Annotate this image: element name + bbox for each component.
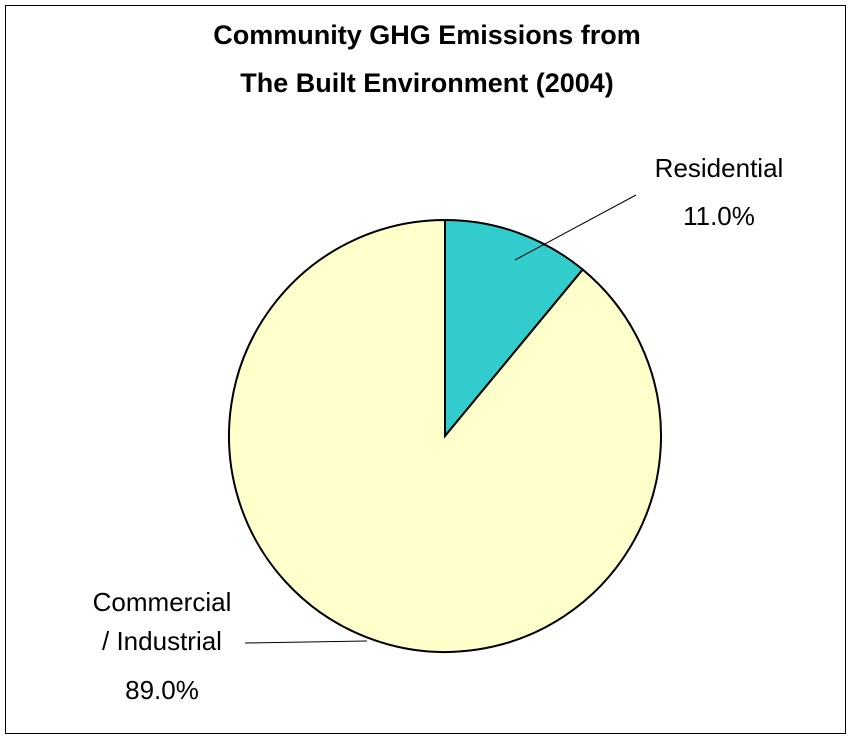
- commercial-industrial-label: Commercial / Industrial 89.0%: [93, 587, 368, 705]
- commercial-industrial-label-line-1: Commercial: [93, 587, 232, 617]
- chart-title-line-1: Community GHG Emissions from: [213, 20, 641, 50]
- residential-leader-line: [514, 194, 637, 261]
- chart-title: Community GHG Emissions from The Built E…: [213, 20, 641, 98]
- pie-slice-commercial-industrial: [228, 218, 662, 653]
- pie-slice-residential: [444, 218, 585, 439]
- pie-slices: [228, 218, 662, 653]
- commercial-industrial-label-line-2: / Industrial: [102, 626, 222, 656]
- commercial-industrial-leader-line: [244, 640, 368, 644]
- commercial-industrial-label-value: 89.0%: [125, 675, 199, 705]
- residential-label: Residential 11.0%: [514, 153, 784, 261]
- residential-label-value: 11.0%: [683, 201, 755, 231]
- residential-label-name: Residential: [655, 153, 784, 183]
- chart-title-line-2: The Built Environment (2004): [240, 68, 614, 98]
